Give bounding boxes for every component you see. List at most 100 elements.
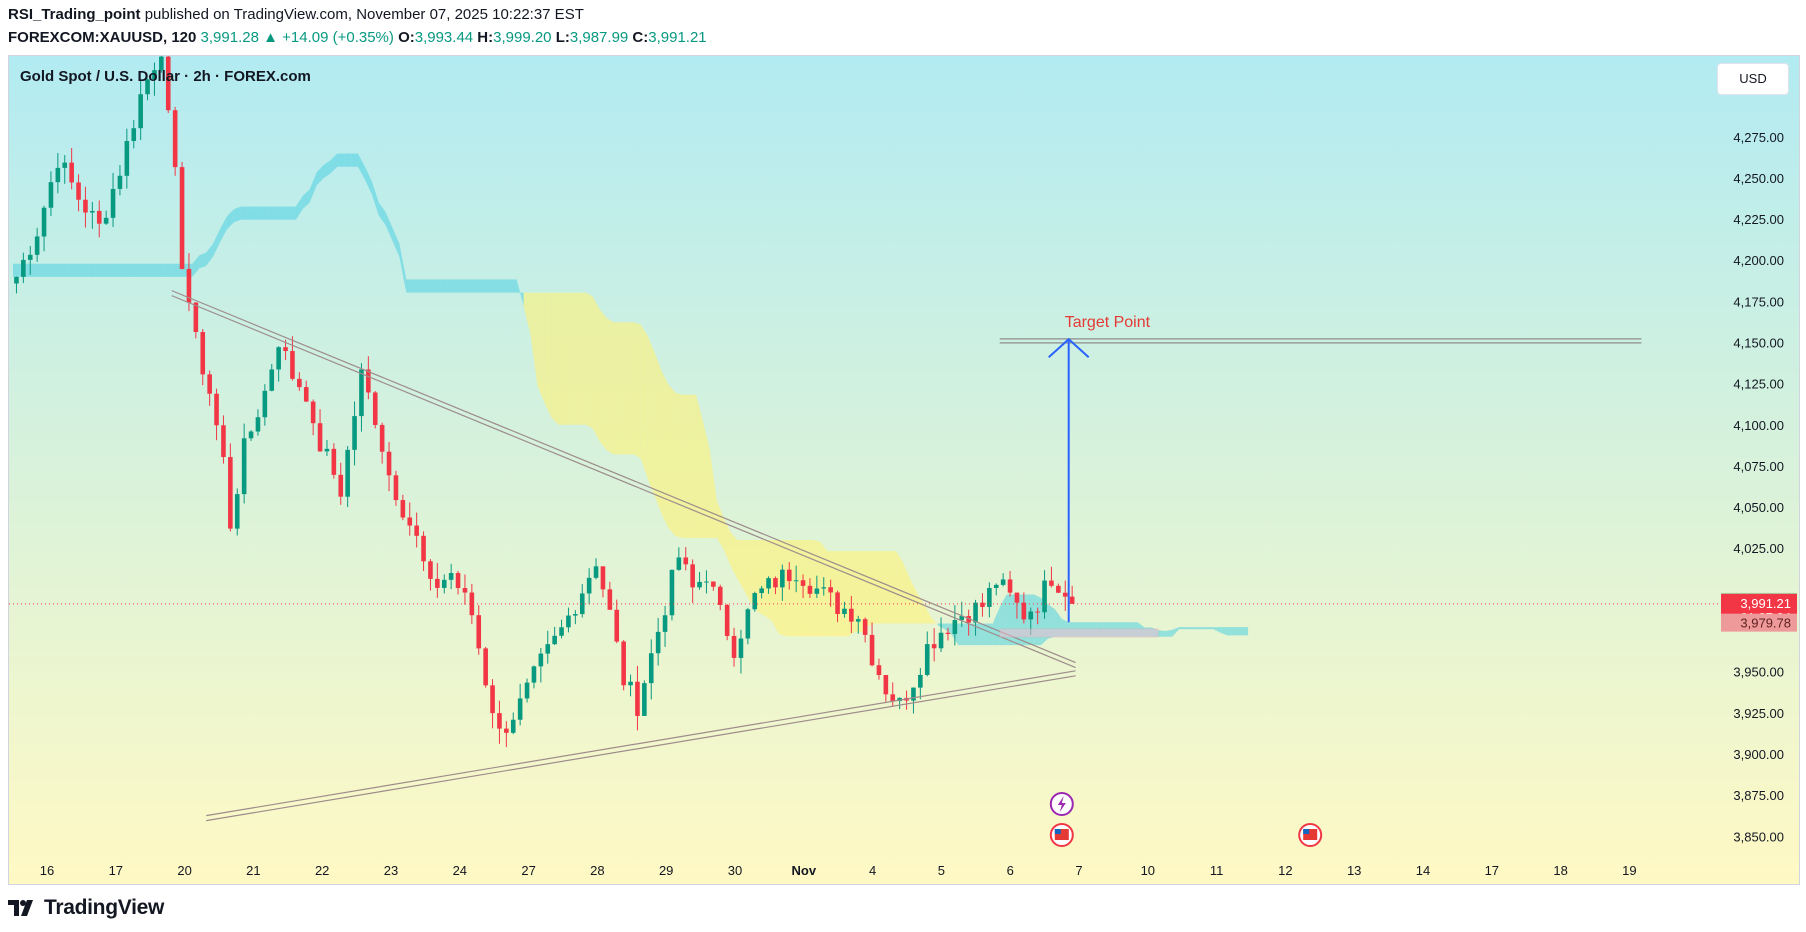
resistance-trendline[interactable]	[171, 290, 1076, 664]
candle-body	[669, 569, 675, 616]
ichimoku-cloud-segment	[1006, 594, 1014, 646]
candle-body	[538, 653, 544, 667]
ichimoku-cloud-segment	[54, 263, 62, 277]
candle-body	[924, 644, 930, 675]
candle-body	[483, 648, 488, 686]
ichimoku-cloud-segment	[709, 449, 717, 538]
candle-body	[897, 697, 902, 702]
ichimoku-cloud-segment	[1165, 629, 1173, 637]
ichimoku-cloud-segment	[137, 263, 145, 277]
time-tick-label: Nov	[792, 863, 817, 878]
candle-body	[731, 635, 737, 658]
candle-body	[759, 588, 764, 594]
candle-body	[269, 369, 275, 391]
candle-body	[62, 162, 68, 168]
ichimoku-cloud-segment	[192, 255, 200, 277]
flash-icon-bolt	[1057, 796, 1066, 812]
ichimoku-cloud-segment	[985, 623, 993, 646]
ichimoku-cloud-segment	[523, 292, 531, 335]
candle-body	[945, 632, 951, 635]
ichimoku-cloud-segment	[1192, 627, 1200, 630]
author-name[interactable]: RSI_Trading_point	[8, 6, 141, 23]
ichimoku-cloud-segment	[427, 279, 434, 293]
price-chart[interactable]: Target Point 3,850.00 3,875.00 3,900.00 3,9…	[9, 56, 1799, 884]
candle-body	[159, 56, 164, 71]
candle-body	[690, 564, 695, 588]
ichimoku-cloud-segment	[420, 279, 427, 293]
time-tick-label: 24	[453, 863, 467, 878]
ichimoku-cloud-segment	[330, 153, 338, 174]
candle-body	[773, 578, 778, 588]
candle-body	[600, 566, 606, 590]
ichimoku-cloud-segment	[461, 279, 469, 293]
candle-body	[931, 644, 937, 649]
candle-body	[255, 417, 261, 432]
support-zone[interactable]	[999, 628, 1159, 638]
ichimoku-cloud-segment	[1186, 627, 1193, 630]
price-tick-label: 4,175.00	[1733, 294, 1784, 309]
time-tick-label: 6	[1007, 863, 1014, 878]
ichimoku-cloud-segment	[385, 212, 393, 241]
ichimoku-cloud-segment	[896, 551, 904, 624]
ichimoku-cloud-segment	[530, 292, 538, 386]
candle-body	[193, 302, 199, 332]
candle-body	[76, 182, 81, 200]
currency-button[interactable]: USD	[1717, 63, 1789, 95]
candle-body	[1042, 580, 1047, 613]
low-label: L:	[555, 29, 570, 46]
candle-body	[842, 608, 847, 614]
ichimoku-cloud-segment	[68, 263, 76, 277]
candle-body	[717, 586, 723, 605]
candle-body	[752, 593, 758, 610]
footer-brand: TradingView	[8, 896, 164, 920]
ichimoku-cloud-segment	[1158, 630, 1166, 637]
candle-body	[200, 331, 206, 375]
candle-body	[566, 615, 571, 628]
candle-body	[379, 424, 385, 452]
ichimoku-cloud-segment	[502, 279, 510, 293]
candle-body	[579, 593, 585, 615]
ichimoku-cloud-segment	[723, 517, 731, 566]
candle-body	[607, 589, 613, 610]
candle-body	[228, 457, 233, 529]
chart-panel[interactable]: Target Point 3,850.00 3,875.00 3,900.00 3,9…	[8, 55, 1800, 885]
ichimoku-cloud-segment	[88, 263, 96, 277]
candle-body	[359, 369, 364, 417]
resistance-trendline[interactable]	[171, 295, 1076, 669]
target-arrow-head[interactable]	[1048, 337, 1090, 358]
time-tick-label: 23	[384, 863, 398, 878]
candle-body	[938, 632, 944, 649]
ichimoku-cloud-segment	[696, 394, 703, 538]
ichimoku-cloud-segment	[661, 370, 669, 529]
time-tick-label: 10	[1141, 863, 1155, 878]
price-tick-label: 3,925.00	[1733, 706, 1784, 721]
candle-body	[317, 423, 323, 452]
candle-body	[414, 525, 419, 536]
price-tick-label: 4,250.00	[1733, 171, 1784, 186]
support-trendline[interactable]	[206, 675, 1076, 822]
ichimoku-cloud-segment	[316, 165, 324, 186]
chart-background	[9, 56, 1799, 884]
close-value: 3,991.21	[648, 29, 707, 46]
ichimoku-cloud-segment	[40, 263, 48, 277]
candle-body	[545, 644, 551, 654]
symbol-info: FOREXCOM:XAUUSD, 120 3,991.28 ▲ +14.09 (…	[8, 29, 707, 46]
candle-body	[504, 728, 509, 733]
candle-body	[441, 579, 447, 588]
support-trendline[interactable]	[206, 670, 1076, 817]
ichimoku-cloud-segment	[923, 604, 931, 624]
ichimoku-cloud-segment	[1234, 627, 1242, 636]
candle-body	[310, 401, 316, 424]
ichimoku-cloud-segment	[213, 229, 220, 257]
candle-body	[1007, 579, 1013, 593]
candle-body	[400, 500, 406, 518]
candle-body	[421, 535, 426, 562]
candle-body	[952, 620, 958, 635]
ichimoku-cloud-segment	[544, 292, 552, 418]
ichimoku-cloud-segment	[33, 263, 41, 277]
candle-body	[124, 141, 130, 176]
candle-body	[586, 577, 592, 594]
candle-body	[855, 619, 861, 622]
candle-body	[276, 347, 281, 370]
ichimoku-cloud-segment	[289, 206, 296, 220]
